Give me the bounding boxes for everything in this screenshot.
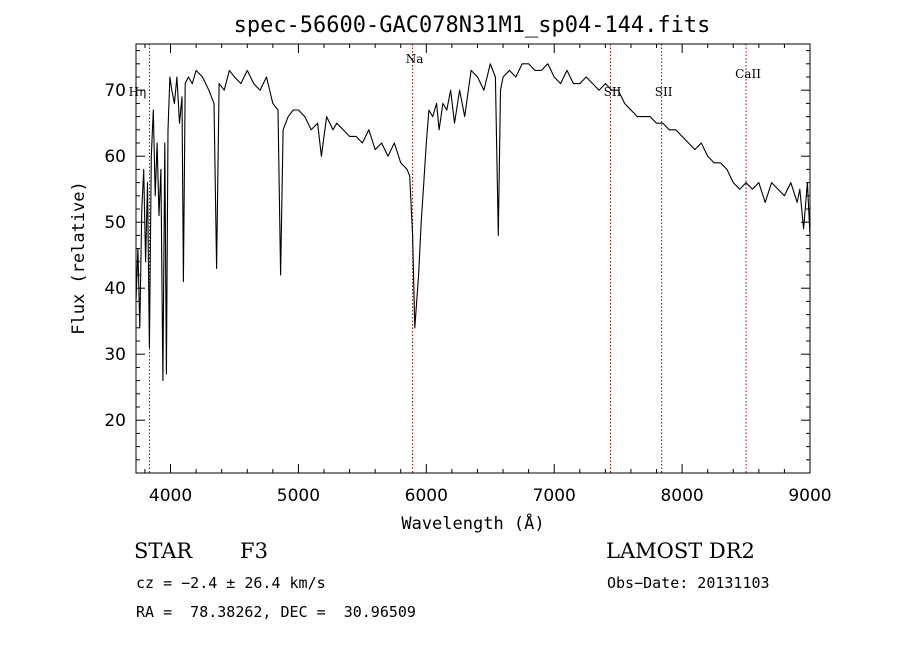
spectrum-line [135, 63, 811, 382]
y-tick-label-1: 30 [104, 345, 126, 365]
x-tick-label-5: 9000 [788, 486, 831, 506]
x-tick-label-3: 7000 [533, 486, 576, 506]
coordinates: RA = 78.38262, DEC = 30.96509 [136, 603, 416, 621]
y-tick-label-3: 50 [104, 213, 126, 233]
marker-label-2: SII [604, 85, 622, 99]
observation-date: Obs−Date: 20131103 [607, 574, 770, 592]
radial-velocity: cz = −2.4 ± 26.4 km/s [136, 574, 326, 592]
x-tick-label-4: 8000 [660, 486, 703, 506]
marker-label-3: SII [655, 85, 673, 99]
marker-label-0: Hη [129, 85, 147, 99]
survey-label: LAMOST DR2 [606, 539, 755, 563]
x-tick-label-2: 6000 [405, 486, 448, 506]
marker-label-1: Na [406, 52, 424, 66]
chart-title: spec-56600-GAC078N31M1_sp04-144.fits [234, 13, 711, 38]
y-axis-label: Flux (relative) [69, 181, 89, 335]
x-tick-label-1: 5000 [277, 486, 320, 506]
plot-frame [135, 43, 811, 474]
object-class: STAR [134, 539, 193, 563]
x-tick-label-0: 4000 [149, 486, 192, 506]
y-tick-label-5: 70 [104, 81, 126, 101]
x-axis-label: Wavelength (Å) [401, 512, 544, 534]
y-tick-label-0: 20 [104, 411, 126, 431]
object-subclass: F3 [240, 539, 268, 563]
marker-label-4: CaII [735, 67, 761, 81]
y-tick-label-2: 40 [104, 279, 126, 299]
y-tick-label-4: 60 [104, 147, 126, 167]
